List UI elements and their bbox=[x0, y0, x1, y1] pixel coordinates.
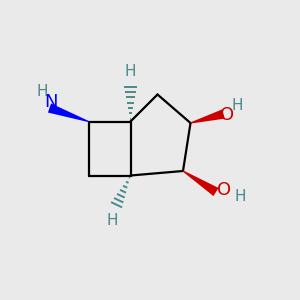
Text: H: H bbox=[107, 213, 118, 228]
Polygon shape bbox=[48, 103, 89, 122]
Text: O: O bbox=[217, 181, 232, 199]
Polygon shape bbox=[190, 110, 225, 124]
Text: H: H bbox=[234, 189, 246, 204]
Text: N: N bbox=[44, 93, 58, 111]
Text: H: H bbox=[125, 64, 136, 80]
Text: H: H bbox=[36, 84, 48, 99]
Text: H: H bbox=[231, 98, 243, 112]
Polygon shape bbox=[183, 170, 219, 196]
Text: O: O bbox=[220, 106, 235, 124]
